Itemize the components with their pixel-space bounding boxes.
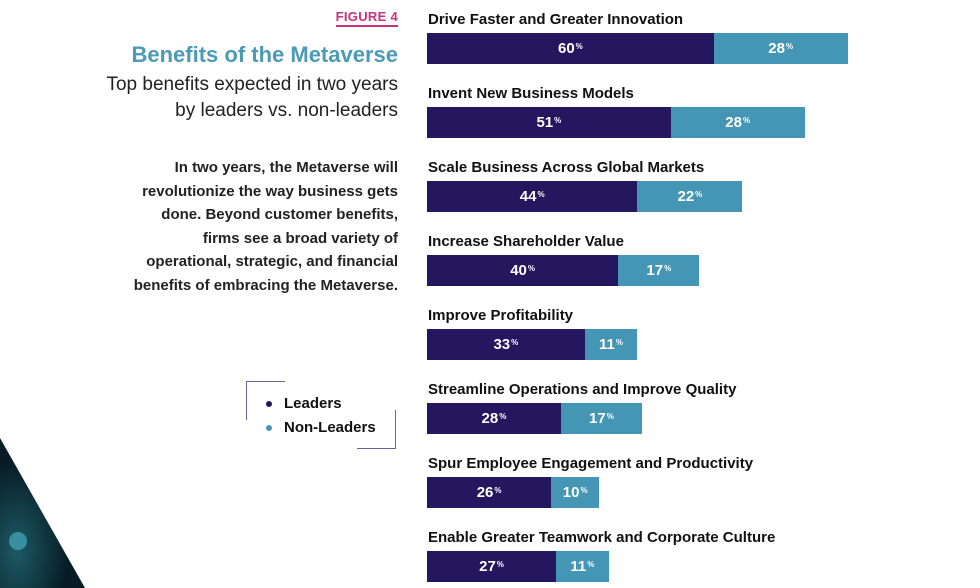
data-label: 11 xyxy=(570,558,587,575)
data-label: 10 xyxy=(562,484,580,501)
bar-non-leaders: 28% xyxy=(713,33,848,64)
percent-unit: % xyxy=(575,42,583,51)
category-label: Invent New Business Models xyxy=(428,85,634,102)
category-label: Enable Greater Teamwork and Corporate Cu… xyxy=(428,529,776,546)
legend-bracket xyxy=(357,410,396,449)
bar-non-leaders: 10% xyxy=(551,477,600,508)
data-label: 40 xyxy=(510,262,527,279)
legend: Leaders Non-Leaders xyxy=(246,381,396,449)
percent-unit: % xyxy=(511,338,519,347)
chart-title: Benefits of the Metaverse xyxy=(131,42,398,67)
category-label: Spur Employee Engagement and Productivit… xyxy=(428,455,754,472)
percent-unit: % xyxy=(537,190,545,199)
category-label: Scale Business Across Global Markets xyxy=(428,159,705,176)
chart-subtitle: Top benefits expected in two years by le… xyxy=(106,74,398,121)
data-label: 27 xyxy=(479,558,496,575)
data-label: 17 xyxy=(646,262,664,279)
percent-unit: % xyxy=(499,412,507,421)
percent-unit: % xyxy=(742,116,751,125)
category-label: Improve Profitability xyxy=(428,307,574,324)
legend-item-non-leaders: Non-Leaders xyxy=(266,419,376,436)
figure-label: FIGURE 4 xyxy=(335,9,398,27)
percent-unit: % xyxy=(580,486,588,495)
percent-unit: % xyxy=(494,486,502,495)
data-label: 51 xyxy=(536,114,554,131)
data-label: 44 xyxy=(519,188,537,205)
category-label: Increase Shareholder Value xyxy=(428,233,624,250)
data-label: 60 xyxy=(557,40,575,57)
legend-label: Non-Leaders xyxy=(284,419,376,436)
data-label: 17 xyxy=(589,410,606,427)
data-label: 33 xyxy=(493,336,511,353)
data-label: 22 xyxy=(677,188,695,205)
legend-dot-icon xyxy=(266,424,272,431)
chart-description: In two years, the Metaverse will revolut… xyxy=(133,159,398,294)
data-label: 28 xyxy=(768,40,785,57)
bar-non-leaders: 22% xyxy=(637,181,743,212)
bar-non-leaders: 17% xyxy=(618,255,700,286)
percent-unit: % xyxy=(615,338,624,347)
legend-bracket xyxy=(246,381,285,420)
percent-unit: % xyxy=(695,190,703,199)
category-label: Streamline Operations and Improve Qualit… xyxy=(428,381,737,398)
bar-non-leaders: 11% xyxy=(556,551,609,582)
data-label: 28 xyxy=(481,410,499,427)
bar-leaders: 60% xyxy=(427,33,714,64)
bar-non-leaders: 17% xyxy=(560,403,643,434)
percent-unit: % xyxy=(606,412,614,421)
bar-leaders: 27% xyxy=(427,551,557,582)
bar-leaders: 44% xyxy=(427,181,638,212)
percent-unit: % xyxy=(554,116,562,125)
bar-non-leaders: 11% xyxy=(584,329,638,360)
percent-unit: % xyxy=(527,264,535,273)
category-label: Drive Faster and Greater Innovation xyxy=(428,11,684,28)
bar-leaders: 33% xyxy=(427,329,585,360)
percent-unit: % xyxy=(664,264,672,273)
bar-leaders: 40% xyxy=(427,255,619,286)
bar-leaders: 28% xyxy=(427,403,561,434)
bar-non-leaders: 28% xyxy=(670,107,805,138)
legend-dot-icon xyxy=(266,400,272,407)
percent-unit: % xyxy=(496,560,504,569)
percent-unit: % xyxy=(785,42,794,51)
legend-label: Leaders xyxy=(284,395,342,412)
data-label: 28 xyxy=(725,114,742,131)
bar-leaders: 51% xyxy=(427,107,671,138)
data-label: 26 xyxy=(476,484,494,501)
data-label: 11 xyxy=(599,336,615,353)
legend-item-leaders: Leaders xyxy=(266,395,342,412)
bar-leaders: 26% xyxy=(427,477,552,508)
percent-unit: % xyxy=(587,560,595,569)
